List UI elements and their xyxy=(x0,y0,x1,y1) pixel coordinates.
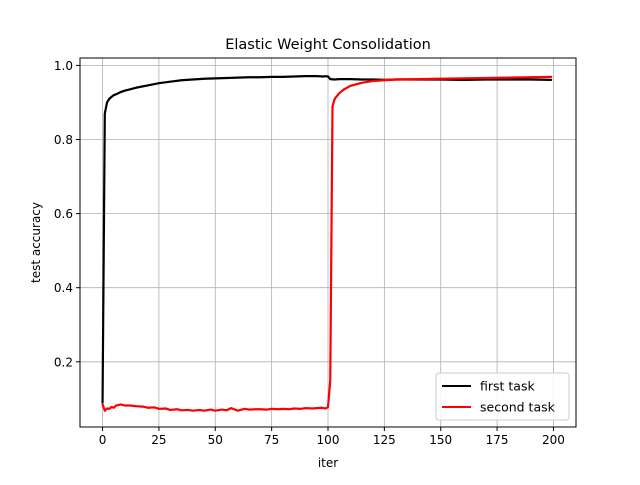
chart-title: Elastic Weight Consolidation xyxy=(225,37,431,53)
x-tick-label: 25 xyxy=(151,433,166,447)
x-tick-label: 0 xyxy=(99,433,107,447)
x-tick-label: 50 xyxy=(208,433,223,447)
y-tick-label: 0.8 xyxy=(54,133,73,147)
x-tick-label: 200 xyxy=(542,433,565,447)
x-tick-label: 125 xyxy=(373,433,396,447)
tick-layer: 0 25 50 75 100 125 150 175 200 0.2 0.4 0.6 0.8 1.0 xyxy=(54,59,565,447)
legend: first task second task xyxy=(435,372,570,421)
legend-label-first-task: first task xyxy=(480,379,535,394)
y-tick-label: 0.4 xyxy=(54,281,73,295)
y-tick-label: 0.6 xyxy=(54,207,73,221)
x-tick-label: 100 xyxy=(317,433,340,447)
series-line-second-task xyxy=(101,75,553,412)
x-tick-label: 75 xyxy=(264,433,279,447)
y-axis-title: test accuracy xyxy=(29,202,43,283)
x-tick-label: 150 xyxy=(429,433,452,447)
y-tick-label: 1.0 xyxy=(54,59,73,73)
legend-label-second-task: second task xyxy=(480,400,556,415)
x-tick-label: 175 xyxy=(486,433,509,447)
grid-layer xyxy=(80,58,576,427)
series-layer xyxy=(101,75,553,412)
y-tick-label: 0.2 xyxy=(54,355,73,369)
legend-box xyxy=(435,372,570,421)
x-axis-title: iter xyxy=(318,456,338,470)
